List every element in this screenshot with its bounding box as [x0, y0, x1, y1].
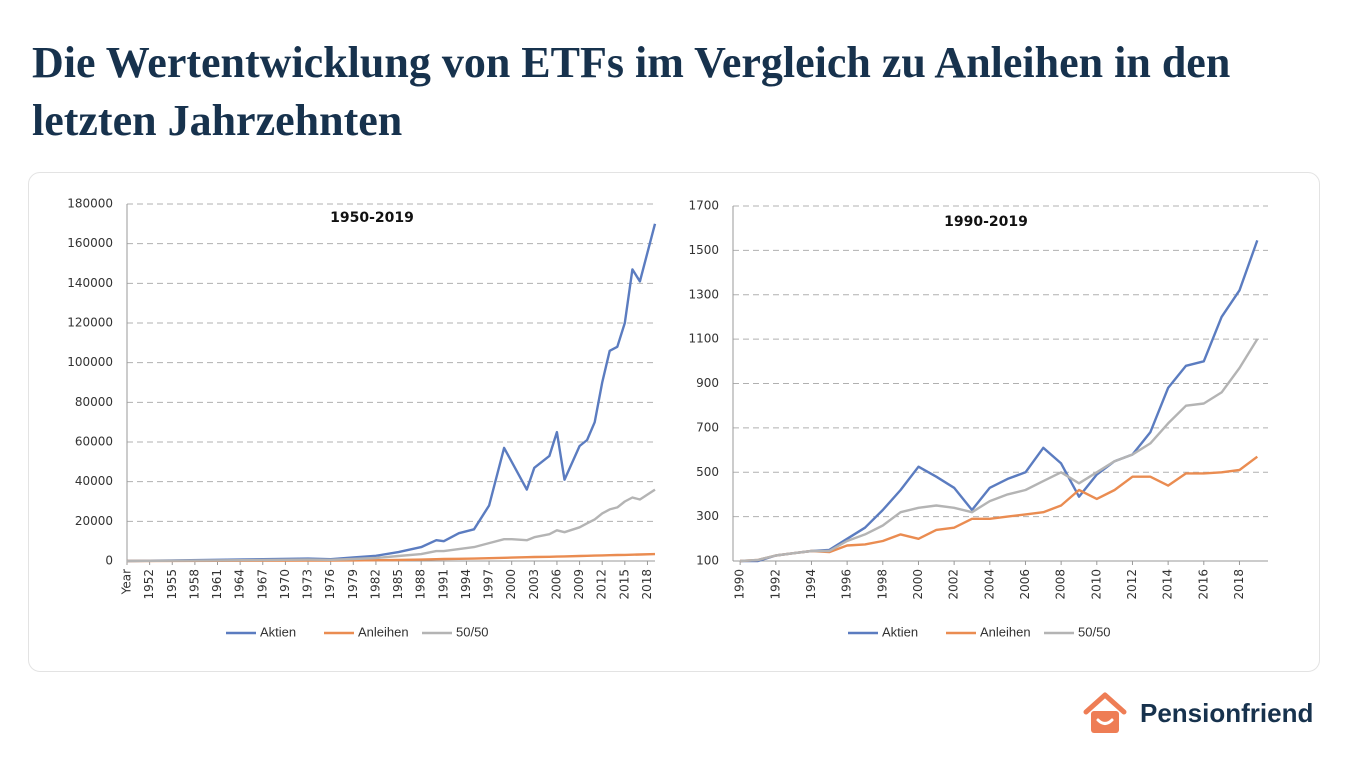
y-tick-label: 140000 — [67, 276, 113, 290]
x-tick-label: 2004 — [982, 569, 996, 600]
x-tick-label: 1988 — [414, 569, 428, 600]
x-tick-label: 1998 — [875, 569, 889, 600]
chart-title: 1950-2019 — [330, 210, 414, 226]
y-tick-label: 100 — [696, 554, 719, 568]
y-tick-label: 900 — [696, 376, 719, 390]
x-tick-label: 1967 — [255, 569, 269, 600]
x-tick-label: 2006 — [549, 569, 563, 600]
y-tick-label: 0 — [105, 554, 113, 568]
x-tick-label: 1973 — [301, 569, 315, 600]
x-tick-label: 2010 — [1089, 569, 1103, 600]
y-tick-label: 500 — [696, 465, 719, 479]
y-tick-label: 1700 — [688, 199, 719, 213]
series-line — [740, 239, 1259, 563]
x-tick-label: 2014 — [1161, 569, 1175, 600]
legend-label: Anleihen — [980, 624, 1031, 639]
y-tick-label: 1300 — [688, 287, 719, 301]
x-tick-label: 2012 — [1125, 569, 1139, 600]
x-tick-label: 1961 — [210, 569, 224, 600]
y-tick-label: 160000 — [67, 236, 113, 250]
x-tick-label: 1992 — [768, 569, 782, 600]
x-tick-label: 1985 — [391, 569, 405, 600]
x-tick-label: 1979 — [346, 569, 360, 600]
y-tick-label: 1500 — [688, 243, 719, 257]
legend-label: 50/50 — [1078, 624, 1111, 639]
y-tick-label: 700 — [696, 420, 719, 434]
x-tick-label: 1982 — [368, 569, 382, 600]
y-tick-label: 1100 — [688, 332, 719, 346]
brand-name: Pensionfriend — [1140, 697, 1314, 728]
x-tick-label: 2016 — [1196, 569, 1210, 600]
page-title: Die Wertentwicklung von ETFs im Vergleic… — [32, 38, 1231, 145]
x-tick-label: 1991 — [436, 569, 450, 600]
y-tick-label: 180000 — [67, 197, 113, 211]
x-tick-label: 2012 — [595, 569, 609, 600]
legend-label: 50/50 — [456, 624, 489, 639]
y-tick-label: 20000 — [75, 514, 113, 528]
x-tick-label: 1958 — [187, 569, 201, 600]
x-tick-label: 1964 — [233, 569, 247, 600]
x-tick-label: 1952 — [142, 569, 156, 600]
y-tick-label: 40000 — [75, 474, 113, 488]
y-tick-label: 100000 — [67, 355, 113, 369]
brand-logo — [1083, 692, 1127, 733]
x-tick-label: 2003 — [527, 569, 541, 600]
series-line — [126, 488, 656, 563]
y-tick-label: 60000 — [75, 435, 113, 449]
x-tick-label: 1994 — [804, 569, 818, 600]
legend-label: Anleihen — [358, 624, 409, 639]
y-tick-label: 80000 — [75, 395, 113, 409]
series-line — [740, 338, 1259, 563]
x-tick-label: 2018 — [640, 569, 654, 600]
x-tick-label: 1976 — [323, 569, 337, 600]
legend-label: Aktien — [260, 624, 296, 639]
y-tick-label: 120000 — [67, 316, 113, 330]
x-tick-label: 2002 — [947, 569, 961, 600]
legend-label: Aktien — [882, 624, 918, 639]
x-tick-label: 1996 — [840, 569, 854, 600]
brand: Pensionfriend — [1082, 690, 1313, 736]
x-tick-label: 2015 — [617, 569, 631, 600]
x-tick-label: 1994 — [459, 569, 473, 600]
chart-title: 1990-2019 — [944, 214, 1028, 230]
y-tick-label: 300 — [696, 509, 719, 523]
series-line — [126, 223, 657, 563]
x-tick-label: 1970 — [278, 569, 292, 600]
x-tick-label: 2008 — [1054, 569, 1068, 600]
x-tick-label: 2009 — [572, 569, 586, 600]
x-tick-label: 2006 — [1018, 569, 1032, 600]
x-tick-label: 1997 — [482, 569, 496, 600]
x-tick-label: 1955 — [165, 569, 179, 600]
x-tick-label: 2000 — [504, 569, 518, 600]
x-tick-label: 2000 — [911, 569, 925, 600]
chart-card — [28, 172, 1320, 672]
x-tick-label: 1990 — [733, 569, 747, 600]
x-tick-label: 2018 — [1232, 569, 1246, 600]
x-tick-label: Year — [120, 569, 134, 595]
